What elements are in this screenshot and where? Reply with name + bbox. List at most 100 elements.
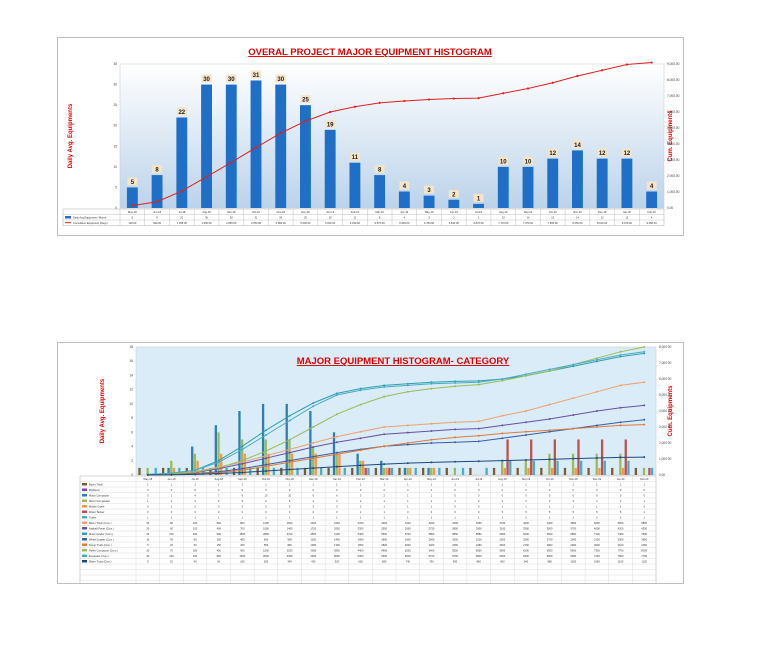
table-cell: 2050 bbox=[334, 527, 340, 531]
y2-tick-label: 6,000.00 bbox=[667, 110, 680, 114]
table-cell: 120 bbox=[169, 554, 174, 558]
cumulative-point bbox=[265, 465, 267, 468]
table-cell: 0 bbox=[407, 488, 409, 492]
bar bbox=[209, 467, 212, 475]
cumulative-point bbox=[335, 394, 338, 396]
table-cell: 1600 bbox=[358, 538, 364, 542]
table-cell: 900 bbox=[240, 549, 245, 553]
table-cell: 0 bbox=[194, 488, 196, 492]
bar-label-bg bbox=[251, 70, 261, 79]
table-cell: 1 bbox=[336, 483, 338, 487]
bar bbox=[176, 117, 188, 208]
bar bbox=[547, 158, 559, 208]
table-cell: 1 bbox=[478, 216, 480, 220]
bar bbox=[320, 467, 323, 475]
y-tick-label: 12 bbox=[129, 388, 133, 392]
cumulative-point bbox=[312, 446, 315, 448]
table-cell: 3 bbox=[313, 505, 315, 509]
table-cell: 400 bbox=[240, 538, 245, 542]
bar bbox=[335, 453, 338, 475]
bar-value-label: 30 bbox=[203, 77, 210, 83]
y-axis-label: Daily Avg. Equipments bbox=[100, 378, 106, 443]
cumulative-point bbox=[230, 161, 233, 164]
cumulative-point bbox=[625, 63, 629, 66]
table-cell: 2 bbox=[360, 505, 362, 509]
legend-entry: Cumulative Equipment (Days) bbox=[73, 221, 108, 225]
table-cell: 900 bbox=[287, 538, 292, 542]
bar bbox=[309, 411, 312, 475]
table-cell: 6,870.00 bbox=[473, 221, 484, 225]
y-tick-label: 16 bbox=[129, 359, 133, 363]
category-histogram-panel: MAJOR EQUIPMENT HISTOGRAM- CATEGORY Daily… bbox=[57, 342, 684, 584]
cumulative-point bbox=[477, 460, 480, 463]
bar-label-bg bbox=[399, 181, 410, 190]
y-tick-label: 18 bbox=[129, 345, 133, 349]
bar-value-label: 4 bbox=[650, 184, 654, 190]
table-cell: 2900 bbox=[570, 538, 576, 542]
y-tick-label: 25 bbox=[113, 103, 117, 107]
table-cell: 0 bbox=[336, 510, 338, 514]
legend-entry: Motor Grader (Cum.) bbox=[89, 532, 113, 536]
table-cell: 0 bbox=[454, 494, 456, 498]
bar-label-bg bbox=[349, 152, 360, 161]
cumulative-point bbox=[619, 350, 622, 353]
y2-tick-label: 5,000.00 bbox=[659, 393, 672, 397]
bar bbox=[634, 467, 638, 475]
x-tick-label: Mar-19 bbox=[376, 210, 385, 214]
y2-tick-label: 8,000.00 bbox=[659, 345, 672, 349]
legend-entry: Dump Truck (Cum.) bbox=[89, 543, 112, 547]
table-cell: 60 bbox=[194, 543, 197, 547]
table-cell: 3 bbox=[265, 505, 267, 509]
table-cell: 800 bbox=[240, 521, 245, 525]
table-cell: 40 bbox=[146, 554, 149, 558]
table-cell: 30 bbox=[205, 216, 208, 220]
table-cell: 430 bbox=[311, 560, 316, 564]
table-cell: 3500 bbox=[547, 527, 553, 531]
cumulative-point bbox=[477, 383, 480, 386]
bar bbox=[288, 439, 291, 475]
cumulative-point bbox=[572, 457, 575, 460]
x-tick-label: Jan-19 bbox=[326, 210, 334, 214]
table-cell: 5 bbox=[147, 560, 149, 564]
table-cell: 3200 bbox=[429, 521, 435, 525]
cumulative-point bbox=[454, 460, 457, 463]
table-cell: 14 bbox=[576, 216, 579, 220]
table-cell: 5 bbox=[147, 543, 149, 547]
table-cell: 5880 bbox=[476, 532, 482, 536]
table-cell: 1400 bbox=[334, 538, 340, 542]
bar bbox=[611, 467, 614, 475]
table-cell: 3000 bbox=[594, 543, 600, 547]
table-cell: 1 bbox=[383, 483, 385, 487]
bar bbox=[540, 467, 543, 475]
cumulative-point bbox=[241, 462, 244, 465]
x-tick-label: Aug-18 bbox=[215, 477, 224, 481]
x-tick-label: Jun-18 bbox=[153, 210, 161, 214]
table-cell: 0 bbox=[454, 488, 456, 492]
cumulative-point bbox=[551, 81, 554, 84]
bar-label-bg bbox=[424, 185, 435, 194]
bar bbox=[324, 129, 336, 208]
cumulative-point bbox=[454, 441, 457, 444]
x-tick-label: Jan-20 bbox=[623, 210, 631, 214]
table-cell: 0 bbox=[549, 488, 551, 492]
table-cell: 1 bbox=[407, 516, 409, 520]
table-cell: 3 bbox=[620, 499, 622, 503]
x-tick-label: Dec-18 bbox=[309, 477, 318, 481]
table-cell: 1 bbox=[573, 483, 575, 487]
table-cell: 7 bbox=[218, 494, 220, 498]
x-tick-label: Nov-18 bbox=[277, 210, 286, 214]
table-cell: 500 bbox=[217, 521, 222, 525]
cumulative-point bbox=[501, 432, 504, 435]
table-cell: 1 bbox=[242, 483, 244, 487]
table-cell: 3100 bbox=[405, 521, 411, 525]
cumulative-point bbox=[501, 459, 504, 462]
table-cell: 7200 bbox=[594, 554, 600, 558]
cumulative-point bbox=[643, 352, 646, 355]
table-cell: 2 bbox=[171, 499, 173, 503]
cumulative-point bbox=[312, 467, 315, 470]
y-tick-label: 2 bbox=[131, 459, 133, 463]
table-cell: 3100 bbox=[618, 543, 624, 547]
legend-entry: Boom Truck (Cum.) bbox=[89, 521, 112, 525]
cumulative-point bbox=[241, 471, 244, 474]
cumulative-point bbox=[217, 472, 220, 475]
